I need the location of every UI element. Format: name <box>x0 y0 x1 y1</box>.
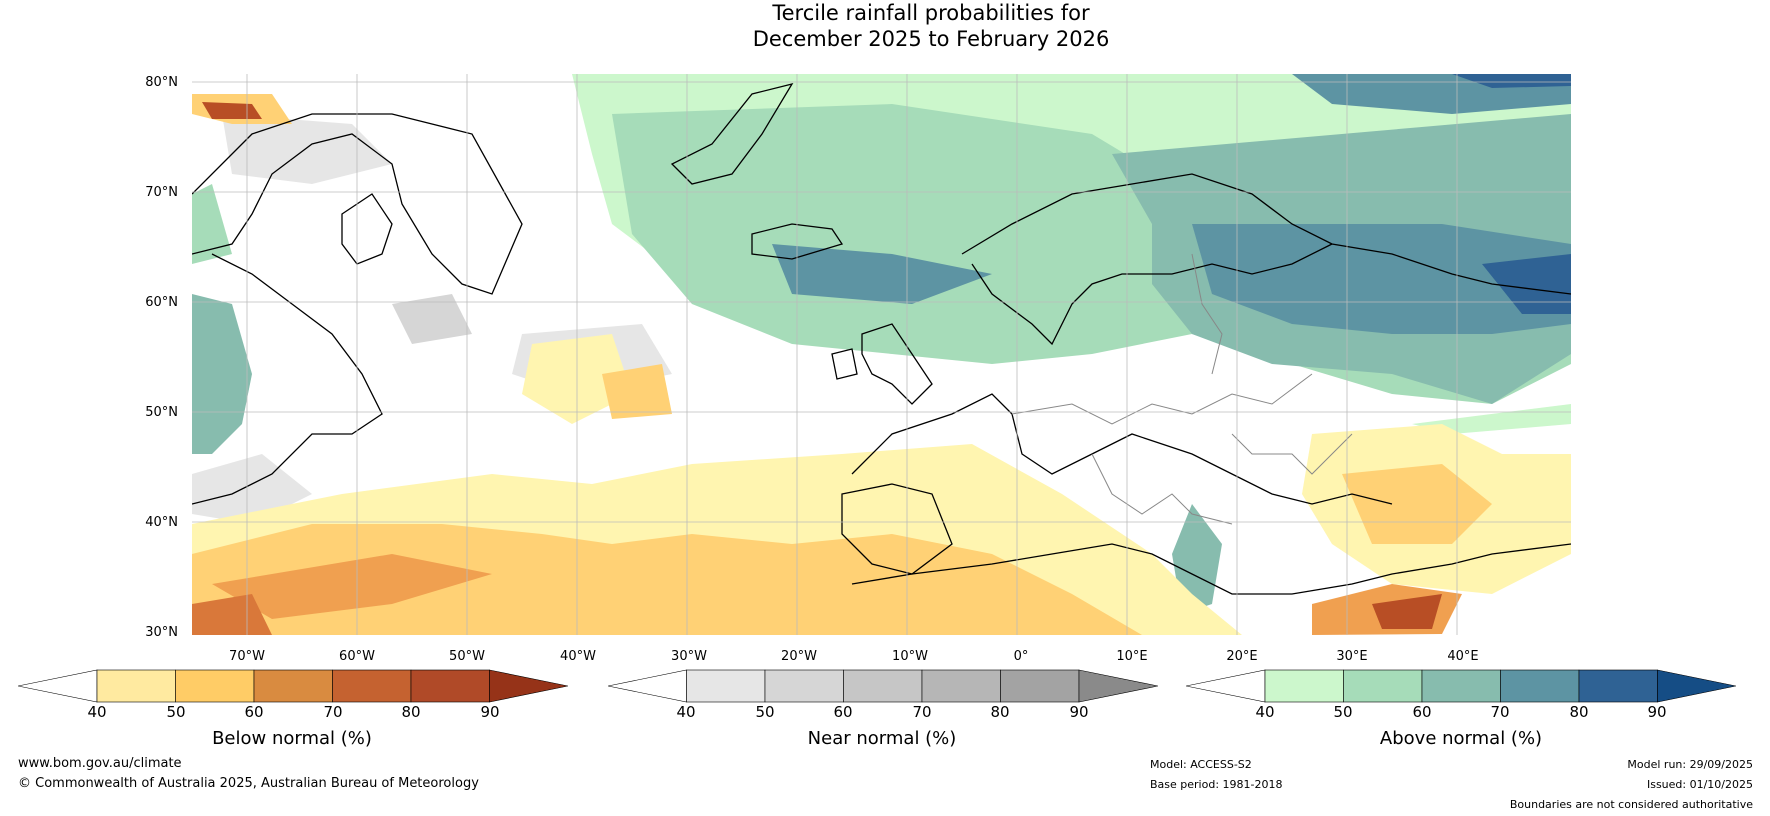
above-normal-colorbar <box>1186 669 1736 703</box>
near-extend-low <box>608 669 687 703</box>
below-tick-80: 80 <box>401 703 421 721</box>
near-tick-50: 50 <box>755 703 775 721</box>
rainfall-probability-map <box>192 74 1571 635</box>
near-segment-80-90 <box>1000 669 1080 703</box>
below-extend-high <box>489 669 568 703</box>
above-tick-50: 50 <box>1333 703 1353 721</box>
below-normal-colorbar <box>18 669 568 703</box>
below-segment-50-60 <box>175 669 255 703</box>
above-segment-50-60 <box>1343 669 1423 703</box>
lon-label-30e: 30°E <box>1336 649 1368 664</box>
lon-label-60w: 60°W <box>339 649 375 664</box>
website-link[interactable]: www.bom.gov.au/climate <box>18 756 182 771</box>
lon-label-10e: 10°E <box>1116 649 1148 664</box>
lon-label-70w: 70°W <box>229 649 265 664</box>
title-line-1: Tercile rainfall probabilities for <box>772 1 1090 25</box>
model-run-text: Model run: 29/09/2025 <box>1627 758 1753 771</box>
above-tick-80: 80 <box>1569 703 1589 721</box>
near-tick-80: 80 <box>990 703 1010 721</box>
chart-title: Tercile rainfall probabilities for Decem… <box>0 0 1770 52</box>
lon-label-10w: 10°W <box>892 649 928 664</box>
above-segment-60-70 <box>1421 669 1501 703</box>
below-normal-regions <box>192 94 1571 635</box>
above-segment-80-90 <box>1578 669 1658 703</box>
lat-label-60n: 60°N <box>145 295 178 310</box>
base-period-text: Base period: 1981-2018 <box>1150 778 1283 791</box>
model-text: Model: ACCESS-S2 <box>1150 758 1252 771</box>
above-extend-low <box>1186 669 1266 703</box>
title-line-2: December 2025 to February 2026 <box>752 27 1110 51</box>
below-tick-40: 40 <box>87 703 107 721</box>
below-tick-90: 90 <box>480 703 500 721</box>
copyright-text: © Commonwealth of Australia 2025, Austra… <box>18 776 479 791</box>
lon-label-30w: 30°W <box>671 649 707 664</box>
below-extend-low <box>18 669 98 703</box>
lon-label-0: 0° <box>1013 649 1029 664</box>
above-tick-70: 70 <box>1490 703 1510 721</box>
near-extend-high <box>1078 669 1158 703</box>
near-segment-40-50 <box>686 669 766 703</box>
near-normal-colorbar <box>608 669 1158 703</box>
above-tick-40: 40 <box>1255 703 1275 721</box>
near-tick-90: 90 <box>1069 703 1089 721</box>
above-extend-high <box>1657 669 1736 703</box>
lat-label-30n: 30°N <box>145 625 178 640</box>
lat-label-50n: 50°N <box>145 405 178 420</box>
below-segment-40-50 <box>96 669 176 703</box>
below-segment-80-90 <box>410 669 490 703</box>
lat-label-70n: 70°N <box>145 185 178 200</box>
below-colorbar-title: Below normal (%) <box>212 728 372 749</box>
lat-label-80n: 80°N <box>145 75 178 90</box>
near-segment-50-60 <box>764 669 844 703</box>
near-tick-70: 70 <box>912 703 932 721</box>
above-tick-90: 90 <box>1647 703 1667 721</box>
lon-label-40e: 40°E <box>1447 649 1479 664</box>
above-segment-40-50 <box>1264 669 1344 703</box>
lat-label-40n: 40°N <box>145 515 178 530</box>
above-segment-70-80 <box>1500 669 1580 703</box>
country-borders <box>1011 253 1353 525</box>
issued-text: Issued: 01/10/2025 <box>1646 778 1753 791</box>
disclaimer-text: Boundaries are not considered authoritat… <box>1509 798 1753 811</box>
near-segment-60-70 <box>843 669 923 703</box>
lon-label-40w: 40°W <box>560 649 596 664</box>
below-segment-60-70 <box>253 669 333 703</box>
above-normal-regions <box>192 74 1571 614</box>
graticule <box>192 74 1571 635</box>
near-tick-60: 60 <box>833 703 853 721</box>
below-segment-70-80 <box>332 669 412 703</box>
lon-label-20w: 20°W <box>781 649 817 664</box>
above-colorbar-title: Above normal (%) <box>1379 728 1543 749</box>
below-tick-60: 60 <box>244 703 264 721</box>
lon-label-20e: 20°E <box>1226 649 1258 664</box>
below-tick-70: 70 <box>323 703 343 721</box>
near-segment-70-80 <box>921 669 1001 703</box>
map-canvas <box>192 74 1571 635</box>
below-tick-50: 50 <box>166 703 186 721</box>
near-tick-40: 40 <box>676 703 696 721</box>
above-tick-60: 60 <box>1412 703 1432 721</box>
near-colorbar-title: Near normal (%) <box>807 728 957 749</box>
lon-label-50w: 50°W <box>449 649 485 664</box>
